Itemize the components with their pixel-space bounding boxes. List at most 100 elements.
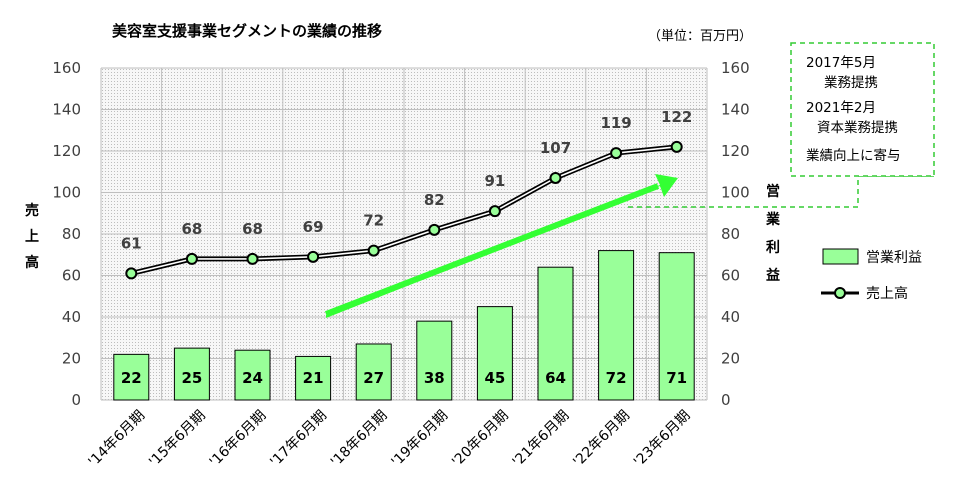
right-tick-label: 140 [721, 101, 750, 119]
right-tick-label: 60 [721, 267, 740, 285]
line-point [670, 140, 683, 153]
legend-line-marker [834, 287, 846, 299]
x-tick-label: '20年6月期 [449, 408, 512, 471]
right-tick-label: 160 [721, 59, 750, 77]
right-axis-label: 営 業 利 益 [765, 183, 781, 284]
bar-value-label: 71 [666, 369, 687, 387]
bar-value-label: 38 [424, 369, 445, 387]
line-value-label: 119 [600, 114, 631, 132]
annotation-line: 資本業務提携 [817, 120, 898, 136]
bar [658, 252, 695, 401]
legend-bar-swatch [822, 248, 859, 265]
right-axis-char: 益 [766, 267, 780, 284]
right-axis-char: 利 [766, 239, 780, 256]
right-tick-label: 100 [721, 184, 750, 202]
bar-value-label: 22 [121, 369, 142, 387]
right-axis-char: 営 [766, 183, 780, 200]
bar [173, 347, 210, 401]
right-tick-label: 20 [721, 350, 740, 368]
line-point [307, 250, 320, 263]
right-tick-label: 0 [721, 391, 731, 409]
right-tick-label: 80 [721, 225, 740, 243]
left-tick-label: 40 [62, 308, 81, 326]
line-value-label: 61 [121, 234, 142, 252]
x-tick-label: '18年6月期 [328, 408, 391, 471]
line-value-label: 122 [661, 108, 692, 126]
line-value-label: 82 [424, 191, 445, 209]
bar-value-label: 64 [545, 369, 566, 387]
line-labels: 61 68 68 69 72 82 91 107 119 122 [121, 108, 692, 253]
bar-series [113, 250, 695, 401]
left-tick-label: 60 [62, 267, 81, 285]
legend-bar-label: 営業利益 [866, 250, 922, 266]
line-point [185, 252, 198, 265]
x-tick-label: '22年6月期 [570, 408, 633, 471]
line-value-label: 107 [540, 139, 571, 157]
legend: 営業利益 売上高 [821, 248, 922, 302]
x-tick-label: '15年6月期 [146, 408, 209, 471]
line-value-label: 68 [242, 220, 263, 238]
x-tick-label: '21年6月期 [510, 408, 573, 471]
x-axis-labels: '14年6月期'15年6月期'16年6月期'17年6月期'18年6月期'19年6… [85, 408, 693, 471]
chart-title: 美容室支援事業セグメントの業績の推移 [112, 22, 382, 40]
line-point [367, 244, 380, 257]
left-tick-label: 160 [52, 59, 81, 77]
left-axis-char: 高 [25, 254, 39, 271]
bar-value-label: 24 [242, 369, 263, 387]
left-tick-label: 0 [71, 391, 81, 409]
left-tick-label: 20 [62, 350, 81, 368]
bar-value-label: 72 [606, 369, 627, 387]
line-point [488, 205, 501, 218]
bar [476, 306, 513, 401]
line-point [246, 252, 259, 265]
annotation-line: 業績向上に寄与 [806, 147, 901, 164]
right-tick-label: 40 [721, 308, 740, 326]
gridlines [100, 67, 708, 401]
x-tick-label: '17年6月期 [267, 408, 330, 471]
line-inner [131, 146, 677, 275]
bar-value-label: 21 [303, 369, 324, 387]
bar-value-label: 25 [181, 369, 202, 387]
bar [355, 343, 392, 401]
right-tick-label: 120 [721, 142, 750, 160]
left-tick-label: 80 [62, 225, 81, 243]
right-axis-char: 業 [765, 211, 781, 228]
line-value-label: 91 [484, 172, 505, 190]
x-tick-label: '14年6月期 [85, 408, 148, 471]
left-axis-char: 売 [25, 202, 39, 219]
left-axis-ticks: 0 20 40 60 80 100 120 140 160 [52, 59, 81, 409]
annotation-line: 業務提携 [824, 75, 878, 91]
left-tick-label: 140 [52, 101, 81, 119]
bar [598, 250, 635, 401]
x-tick-label: '19年6月期 [388, 408, 451, 471]
bar [537, 266, 574, 401]
right-axis-ticks: 0 20 40 60 80 100 120 140 160 [721, 59, 750, 409]
left-axis-char: 上 [25, 229, 39, 245]
bar [234, 349, 271, 401]
left-tick-label: 100 [52, 184, 81, 202]
x-tick-label: '16年6月期 [207, 408, 270, 471]
line-value-label: 72 [363, 212, 384, 230]
bar-labels: 22 25 24 21 27 38 45 64 72 71 [121, 369, 687, 387]
bar [113, 353, 150, 401]
annotation-line: 2021年2月 [806, 100, 876, 116]
line-point [125, 267, 138, 280]
trend-arrow-shaft [324, 183, 660, 317]
line-value-label: 68 [181, 220, 202, 238]
annotation-border [790, 42, 935, 177]
legend-line-label: 売上高 [866, 285, 908, 302]
line-series [125, 140, 683, 280]
bar [416, 320, 453, 401]
annotation-line: 2017年5月 [806, 55, 876, 71]
bar [295, 355, 332, 401]
left-axis-label: 売 上 高 [25, 202, 39, 271]
line-point [549, 171, 562, 184]
line-point [428, 223, 441, 236]
line-value-label: 69 [303, 218, 324, 236]
x-tick-label: '23年6月期 [631, 408, 694, 471]
bar-value-label: 27 [363, 369, 384, 387]
unit-label: （単位：百万円） [648, 28, 752, 44]
left-tick-label: 120 [52, 142, 81, 160]
bar-value-label: 45 [484, 369, 505, 387]
